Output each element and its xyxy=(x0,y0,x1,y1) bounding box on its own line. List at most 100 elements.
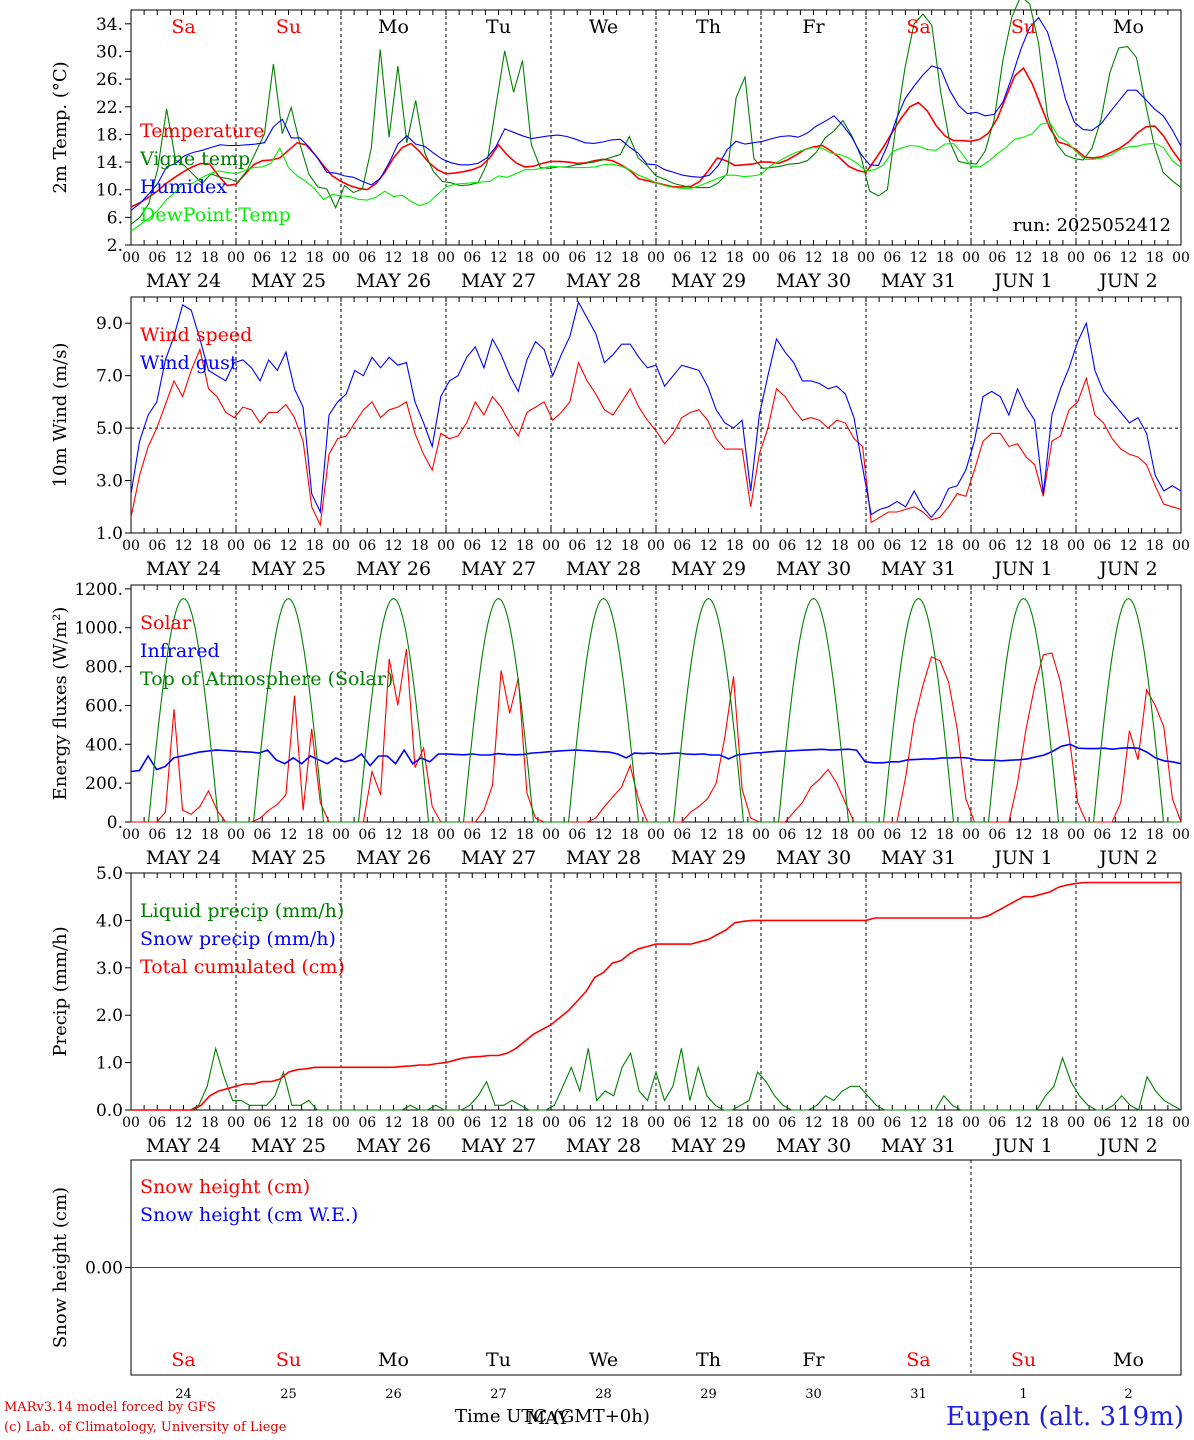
date-label: MAY 25 xyxy=(251,1135,326,1157)
hour-label: 18 xyxy=(726,827,744,843)
hour-label: 18 xyxy=(936,250,954,266)
hour-label: 00 xyxy=(437,827,455,843)
axis-title-overlap: MAY xyxy=(527,1408,571,1429)
legend-entry: Humidex xyxy=(140,176,227,198)
weekday-label-bottom: Su xyxy=(276,1349,301,1371)
hour-label: 00 xyxy=(857,827,875,843)
hour-label: 00 xyxy=(647,1115,665,1131)
hour-label: 18 xyxy=(831,827,849,843)
y-tick-label: 1.0 xyxy=(96,524,123,544)
weekday-label-top: Mo xyxy=(1113,16,1144,38)
hour-label: 06 xyxy=(883,1115,901,1131)
y-tick-label: 0. xyxy=(107,813,123,833)
hour-label: 06 xyxy=(988,1115,1006,1131)
hour-label: 00 xyxy=(857,538,875,554)
legend-entry: Total cumulated (cm) xyxy=(140,956,345,978)
hour-label: 06 xyxy=(463,827,481,843)
hour-label: 00 xyxy=(752,250,770,266)
date-label: JUN 2 xyxy=(1097,1135,1157,1157)
hour-label: 00 xyxy=(1172,250,1190,266)
hour-label: 00 xyxy=(332,1115,350,1131)
toa-solar-line xyxy=(147,598,1181,823)
weekday-label-bottom: Sa xyxy=(171,1349,195,1371)
hour-label: 06 xyxy=(1093,538,1111,554)
hour-label: 06 xyxy=(148,538,166,554)
hour-label: 18 xyxy=(411,827,429,843)
day-number: 26 xyxy=(385,1387,402,1402)
hour-label: 00 xyxy=(542,827,560,843)
y-tick-label: 14. xyxy=(96,153,123,173)
series-line-1 xyxy=(130,0,1182,225)
date-label: MAY 29 xyxy=(671,1135,746,1157)
date-label: MAY 27 xyxy=(461,1135,536,1157)
hour-label: 00 xyxy=(122,250,140,266)
y-tick-label: 0.0 xyxy=(96,1101,123,1121)
y-tick-label: 2.0 xyxy=(96,1006,123,1026)
panel-1: 2m Temp. (°C) xyxy=(50,0,1182,246)
hour-label: 00 xyxy=(227,538,245,554)
legend-entry: Snow precip (mm/h) xyxy=(140,928,336,950)
hour-label: 00 xyxy=(122,538,140,554)
series-line-3 xyxy=(130,122,1182,232)
date-label: MAY 24 xyxy=(146,270,221,292)
y-tick-label: 800. xyxy=(85,658,123,678)
date-label: MAY 29 xyxy=(671,847,746,869)
hour-label: 18 xyxy=(1041,1115,1059,1131)
legend-entry: Liquid precip (mm/h) xyxy=(140,900,344,922)
hour-label: 06 xyxy=(883,538,901,554)
y-tick-label: 1.0 xyxy=(96,1054,123,1074)
y-tick-label: 10. xyxy=(96,181,123,201)
date-label: MAY 27 xyxy=(461,847,536,869)
hour-label: 18 xyxy=(516,538,534,554)
weekday-label-bottom: We xyxy=(589,1349,618,1371)
hour-label: 12 xyxy=(490,250,508,266)
series-line-0 xyxy=(130,347,1182,528)
hour-label: 18 xyxy=(621,250,639,266)
y-tick-label: 3.0 xyxy=(96,959,123,979)
hour-label: 18 xyxy=(201,250,219,266)
hour-label: 06 xyxy=(988,250,1006,266)
hour-label: 12 xyxy=(280,1115,298,1131)
series-line-2 xyxy=(131,881,1181,1111)
hour-label: 12 xyxy=(175,538,193,554)
weekday-label-top: Th xyxy=(696,16,721,38)
y-axis-label: 2m Temp. (°C) xyxy=(50,61,71,193)
hour-label: 06 xyxy=(673,538,691,554)
date-label: MAY 30 xyxy=(776,1135,851,1157)
panel-4: Precip (mm/h) xyxy=(50,872,1182,1111)
series-line-2 xyxy=(130,16,1182,211)
hour-label: 00 xyxy=(962,827,980,843)
day-number: 28 xyxy=(595,1387,612,1402)
y-tick-label: 34. xyxy=(96,15,123,35)
date-label: JUN 2 xyxy=(1097,847,1157,869)
time-axis-title: Time UTC (GMT+0h) xyxy=(455,1406,650,1427)
date-label: MAY 26 xyxy=(356,558,431,580)
hour-label: 00 xyxy=(1067,250,1085,266)
hour-label: 06 xyxy=(778,250,796,266)
hour-label: 12 xyxy=(805,827,823,843)
weekday-label-top: Fr xyxy=(802,16,825,38)
hour-label: 00 xyxy=(227,250,245,266)
hour-label: 18 xyxy=(516,250,534,266)
weekday-label-top: Su xyxy=(276,16,301,38)
hour-label: 12 xyxy=(910,827,928,843)
hour-label: 06 xyxy=(358,250,376,266)
hour-label: 06 xyxy=(253,538,271,554)
hour-label: 12 xyxy=(385,250,403,266)
hour-label: 18 xyxy=(1146,827,1164,843)
hour-label: 06 xyxy=(673,827,691,843)
hour-label: 00 xyxy=(1172,827,1190,843)
y-axis-label: 10m Wind (m/s) xyxy=(50,343,71,488)
legend-entry: Temperature xyxy=(140,120,264,142)
y-tick-label: 600. xyxy=(85,696,123,716)
hour-label: 12 xyxy=(385,827,403,843)
hour-label: 00 xyxy=(647,538,665,554)
y-tick-label: 30. xyxy=(96,42,123,62)
hour-label: 06 xyxy=(778,827,796,843)
day-number: 25 xyxy=(280,1387,297,1402)
hour-label: 00 xyxy=(437,250,455,266)
hour-label: 12 xyxy=(700,1115,718,1131)
hour-label: 12 xyxy=(1015,250,1033,266)
hour-label: 18 xyxy=(306,250,324,266)
date-label: MAY 26 xyxy=(356,847,431,869)
